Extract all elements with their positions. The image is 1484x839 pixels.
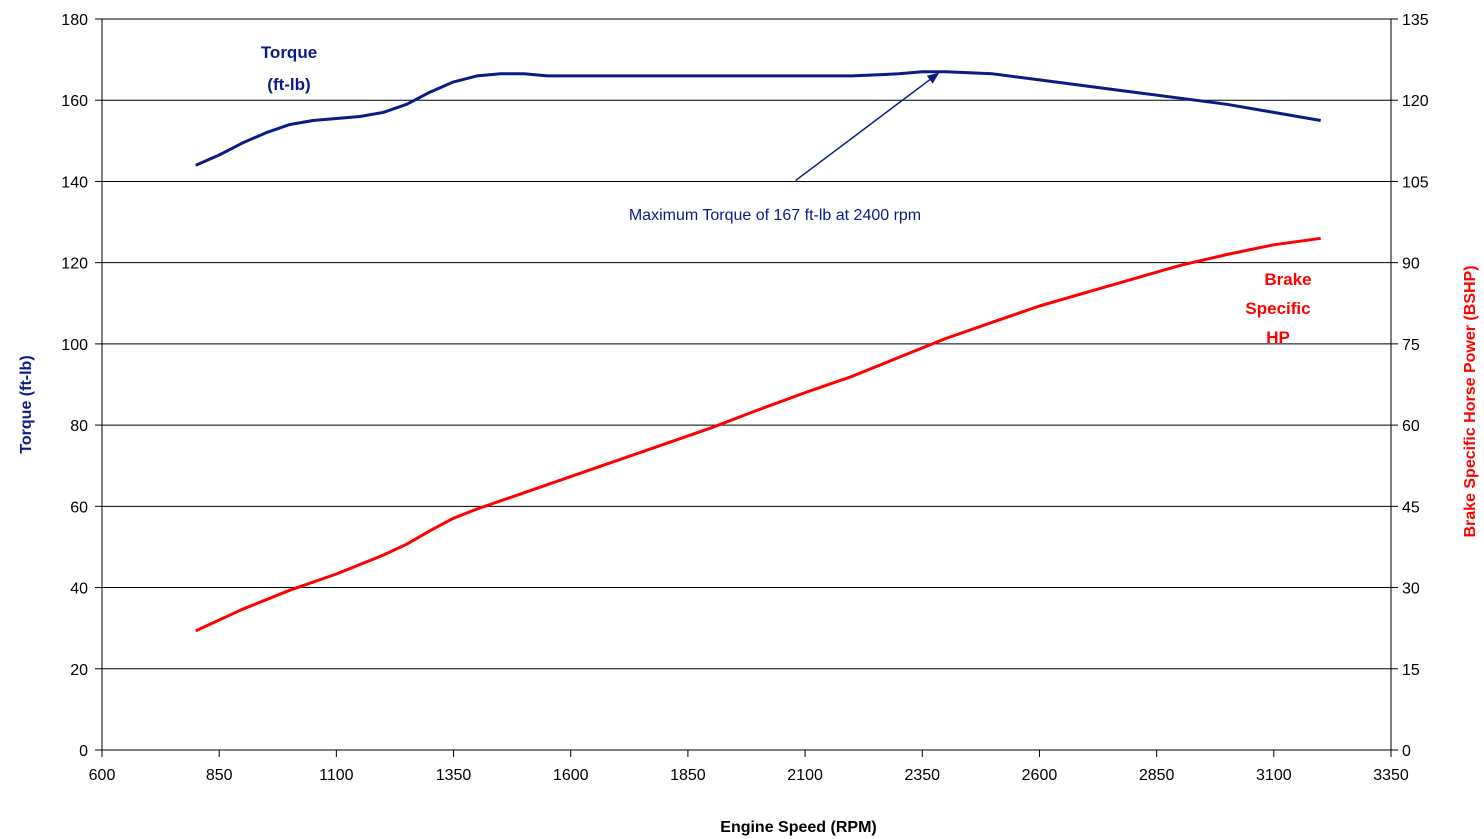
x-tick-label: 3350 xyxy=(1373,767,1409,784)
left-tick-label: 40 xyxy=(70,581,88,598)
left-tick-label: 60 xyxy=(70,499,88,516)
x-tick-label: 600 xyxy=(89,767,116,784)
series-lines xyxy=(195,70,1321,633)
bshp-series-label: Specific xyxy=(1245,299,1310,318)
right-tick-label: 30 xyxy=(1402,581,1420,598)
axes xyxy=(95,18,1398,757)
x-tick-label: 2600 xyxy=(1022,767,1058,784)
left-tick-label: 120 xyxy=(61,256,88,273)
x-tick-label: 1100 xyxy=(319,767,354,784)
right-tick-label: 75 xyxy=(1402,337,1420,354)
bshp-series-label: Brake xyxy=(1264,270,1311,289)
x-tick-label: 1850 xyxy=(670,767,706,784)
x-tick-label: 1350 xyxy=(436,767,472,784)
x-tick-label: 2100 xyxy=(787,767,823,784)
gridlines xyxy=(102,18,1391,670)
torque-series-label: Torque xyxy=(261,43,317,62)
right-tick-label: 105 xyxy=(1402,174,1429,191)
right-tick-label: 60 xyxy=(1402,418,1420,435)
x-tick-label: 850 xyxy=(206,767,233,784)
tick-labels: 0 20 40 60 80 100 120 140 160 180 0 15 30 45 60 75 90 105… xyxy=(61,12,1429,784)
right-tick-label: 135 xyxy=(1402,12,1429,29)
right-tick-label: 120 xyxy=(1402,93,1429,110)
left-tick-label: 100 xyxy=(61,337,88,354)
left-tick-label: 140 xyxy=(61,174,88,191)
bshp-series-label: HP xyxy=(1266,328,1290,347)
right-axis-title: Brake Specific Horse Power (BSHP) xyxy=(1462,265,1479,537)
left-tick-label: 20 xyxy=(70,662,88,679)
max-torque-arrow xyxy=(795,72,940,182)
bshp-line xyxy=(195,236,1321,633)
right-tick-label: 0 xyxy=(1402,743,1411,760)
right-tick-label: 15 xyxy=(1402,662,1420,679)
x-tick-label: 2350 xyxy=(904,767,940,784)
x-tick-label: 2850 xyxy=(1139,767,1175,784)
left-tick-label: 180 xyxy=(61,12,88,29)
left-axis-title: Torque (ft-lb) xyxy=(18,355,35,453)
torque-line xyxy=(195,70,1321,167)
x-tick-label: 1600 xyxy=(553,767,589,784)
left-tick-label: 80 xyxy=(70,418,88,435)
right-tick-label: 45 xyxy=(1402,499,1420,516)
right-tick-label: 90 xyxy=(1402,256,1420,273)
x-tick-label: 3100 xyxy=(1256,767,1292,784)
left-tick-label: 160 xyxy=(61,93,88,110)
torque-series-label: (ft-lb) xyxy=(267,75,310,94)
max-torque-annotation: Maximum Torque of 167 ft-lb at 2400 rpm xyxy=(629,207,921,224)
chart-labels: Engine Speed (RPM) Torque (ft-lb) Brake Sp… xyxy=(18,43,1479,836)
left-tick-label: 0 xyxy=(79,743,88,760)
x-axis-title: Engine Speed (RPM) xyxy=(720,819,876,836)
